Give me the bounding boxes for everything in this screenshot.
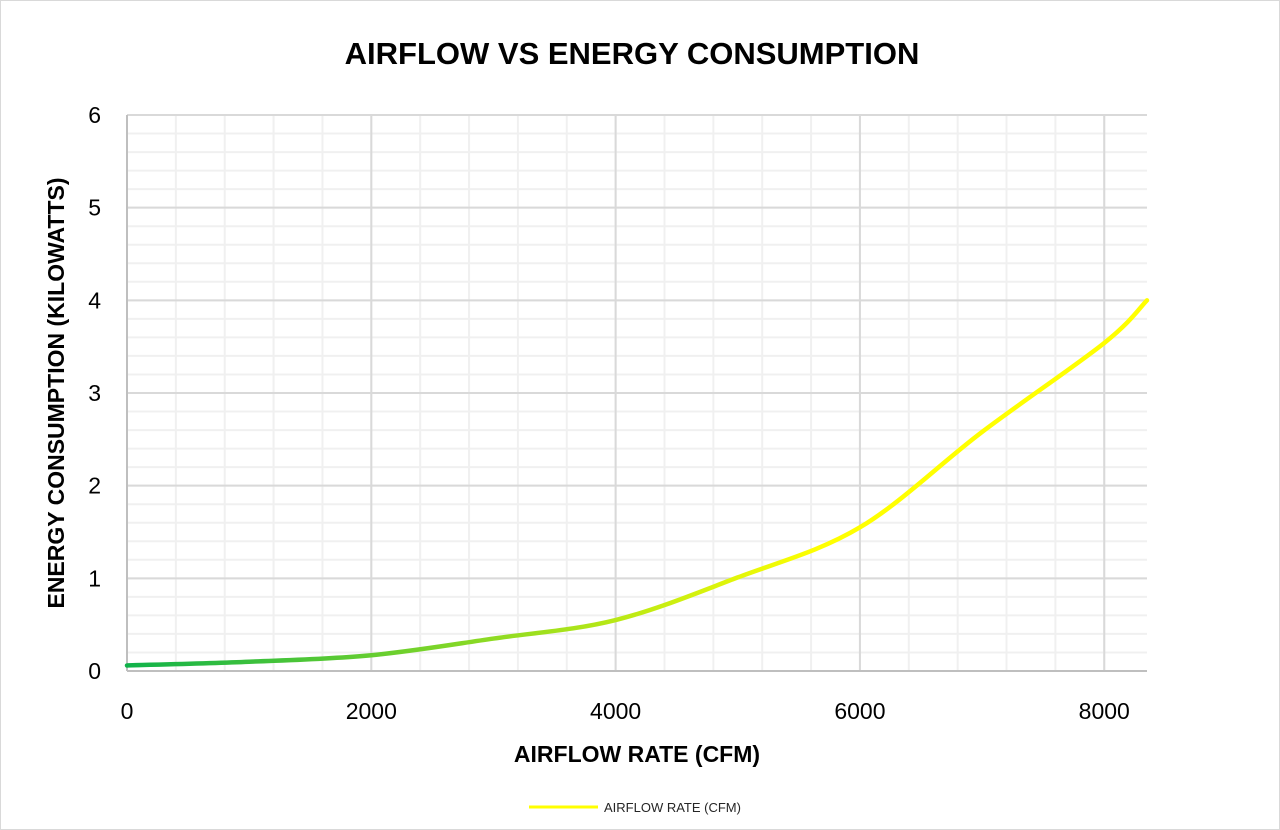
- x-tick-label: 6000: [834, 698, 885, 724]
- gridlines: [126, 114, 1147, 672]
- series-group: [124, 298, 1150, 668]
- y-tick-label: 3: [88, 380, 101, 406]
- y-tick-label: 6: [88, 102, 101, 128]
- y-tick-label: 2: [88, 473, 101, 499]
- x-axis-label: AIRFLOW RATE (CFM): [514, 741, 760, 767]
- x-tick-label: 2000: [346, 698, 397, 724]
- legend: AIRFLOW RATE (CFM): [529, 800, 741, 815]
- y-tick-label: 5: [88, 195, 101, 221]
- x-tick-label: 8000: [1079, 698, 1130, 724]
- y-tick-label: 0: [88, 658, 101, 684]
- tick-labels: 0 2000 4000 6000 8000 0 1 2 3 4 5 6: [88, 102, 1130, 724]
- x-tick-label: 4000: [590, 698, 641, 724]
- axes: [126, 115, 1147, 672]
- y-tick-label: 4: [88, 287, 101, 313]
- series-line: [124, 298, 1150, 668]
- y-tick-label: 1: [88, 565, 101, 591]
- y-axis-label: ENERGY CONSUMPTION (KILOWATTS): [43, 177, 69, 608]
- chart-title: AIRFLOW VS ENERGY CONSUMPTION: [345, 36, 920, 71]
- legend-label: AIRFLOW RATE (CFM): [604, 800, 741, 815]
- x-tick-label: 0: [121, 698, 134, 724]
